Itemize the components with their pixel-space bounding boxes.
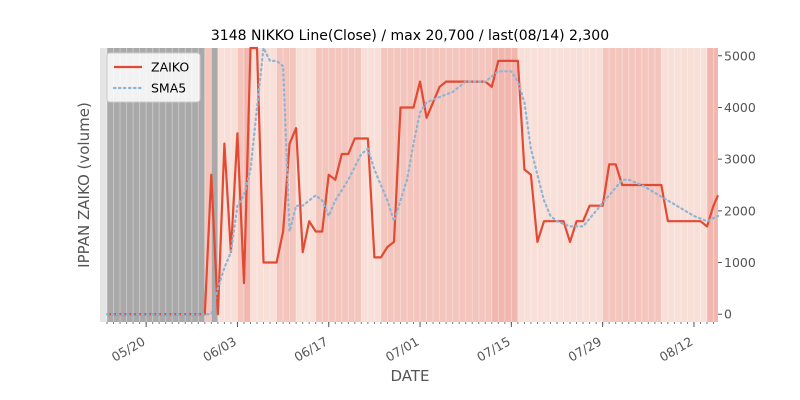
y-tick-label: 5000 [724, 48, 756, 63]
legend-box [106, 52, 201, 103]
y-tick-label: 4000 [724, 100, 756, 115]
legend-label-sma5: SMA5 [151, 81, 186, 96]
series-lines [105, 46, 720, 316]
background-band-12 [491, 48, 518, 322]
y-tick-label: 2000 [724, 203, 756, 218]
background-band-6 [250, 48, 277, 322]
y-axis-ticks: 0 1000 2000 3000 4000 5000 [718, 48, 756, 322]
y-axis-label: IPPAN ZAIKO (volume) [75, 102, 93, 268]
series-line-zaiko [107, 46, 720, 316]
background-band-8 [296, 48, 316, 322]
background-band-15 [661, 48, 707, 322]
background-band-9 [315, 48, 362, 322]
plot-area [100, 46, 720, 322]
y-tick-label: 1000 [724, 255, 756, 270]
y-tick-label: 0 [724, 307, 732, 322]
chart-title: 3148 NIKKO Line(Close) / max 20,700 / la… [211, 28, 609, 44]
background-bands [106, 48, 718, 322]
x-axis-label: DATE [390, 367, 429, 385]
background-band-1 [204, 48, 212, 322]
background-band-2 [211, 48, 218, 322]
legend-label-zaiko: ZAIKO [151, 60, 189, 75]
background-band-16 [707, 48, 718, 322]
series-line-sma5 [105, 46, 720, 316]
legend: ZAIKO SMA5 [106, 52, 201, 103]
y-tick-label: 3000 [724, 152, 756, 167]
